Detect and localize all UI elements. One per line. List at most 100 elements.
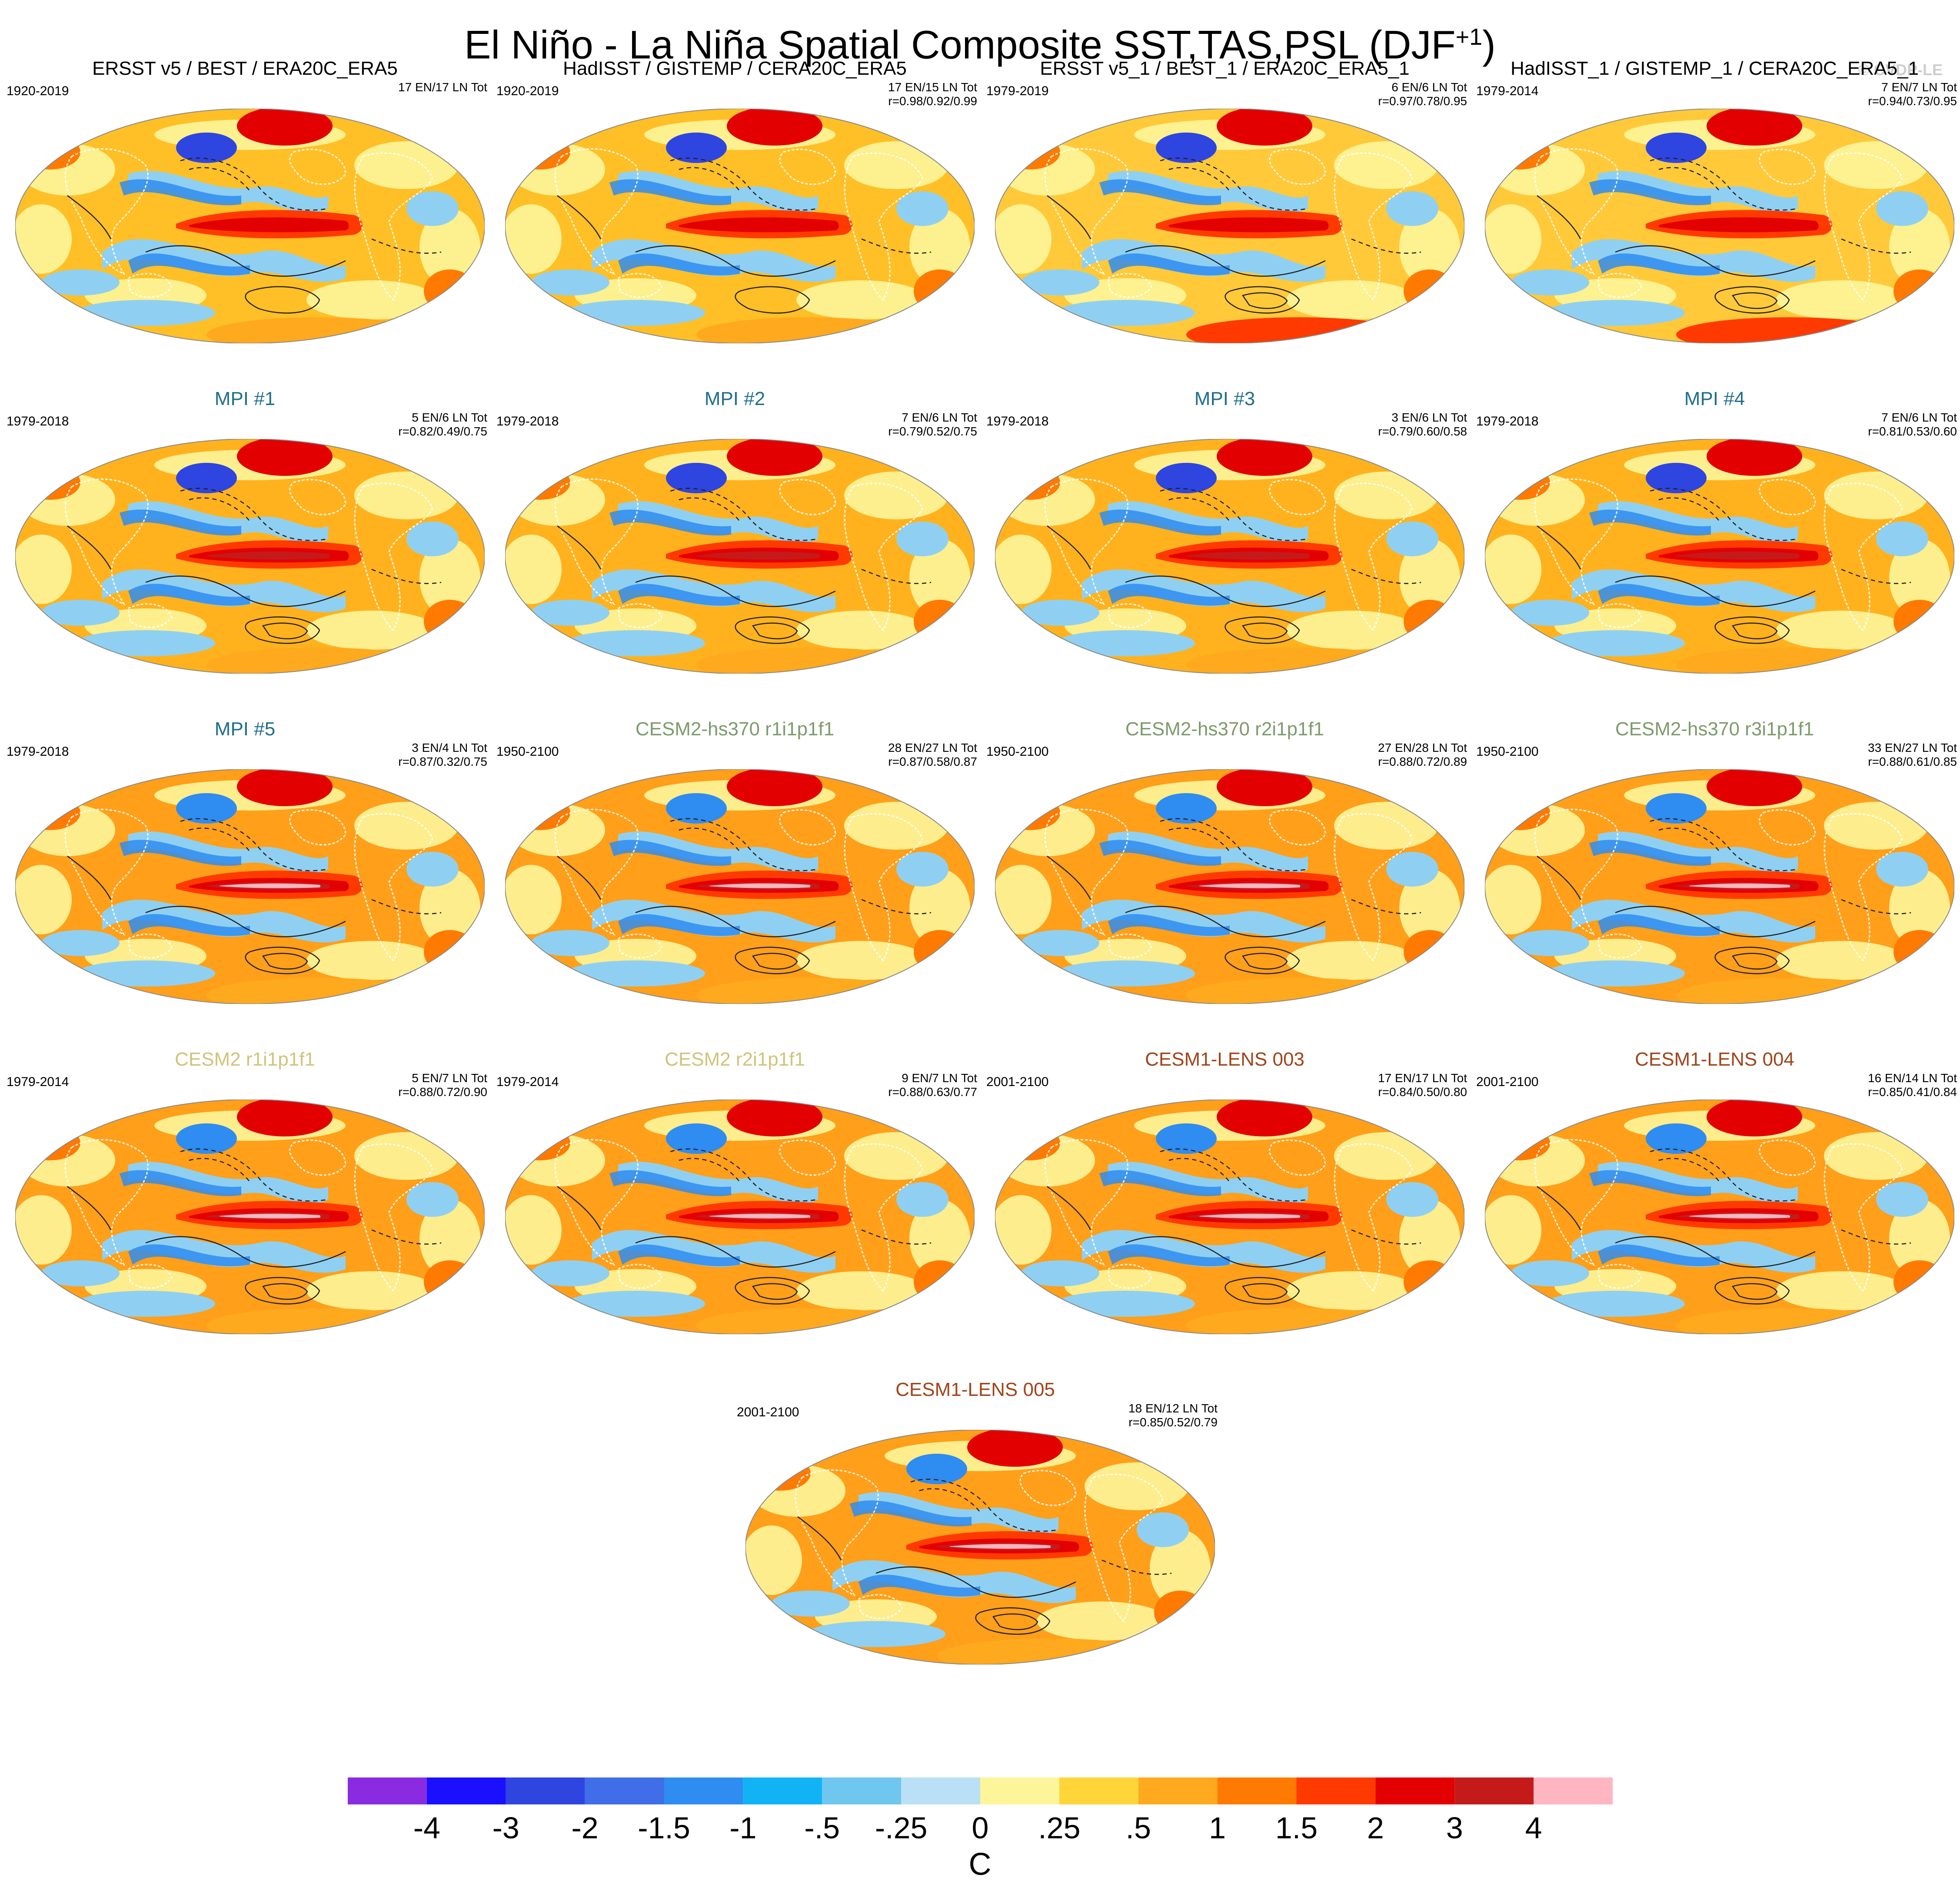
pattern-correlation: r=0.98/0.92/0.99 xyxy=(888,94,977,108)
colorbar-tick-label: -2 xyxy=(572,1811,599,1845)
event-count: 16 EN/14 LN Tot xyxy=(1868,1071,1957,1085)
pattern-correlation: r=0.82/0.49/0.75 xyxy=(398,425,487,438)
colorbar-swatch xyxy=(901,1777,980,1804)
event-count: 17 EN/17 LN Tot xyxy=(398,80,487,94)
title-superscript: +1 xyxy=(1455,24,1483,50)
panel-period: 1920-2019 xyxy=(496,84,559,98)
panel-period: 1950-2100 xyxy=(496,744,559,759)
event-count: 18 EN/12 LN Tot xyxy=(1128,1402,1218,1415)
globe-map xyxy=(995,769,1464,1004)
panel-title: HadISST_1 / GISTEMP_1 / CERA20C_ERA5_1 xyxy=(1510,58,1919,79)
event-count: 3 EN/4 LN Tot xyxy=(412,741,487,754)
globe-map xyxy=(15,769,485,1004)
globe-map xyxy=(995,109,1464,343)
title-main: El Niño - La Niña Spatial Composite SST,… xyxy=(464,23,1456,67)
panel-period: 1920-2019 xyxy=(7,84,69,98)
colorbar-swatch xyxy=(1059,1777,1138,1804)
globe-map xyxy=(995,1100,1464,1334)
panel-stats: 7 EN/7 LN Tot r=0.94/0.73/0.95 xyxy=(1868,80,1957,108)
event-count: 7 EN/7 LN Tot xyxy=(1881,80,1957,94)
map-panel: ERSST v5_1 / BEST_1 / ERA20C_ERA5_1 1979-… xyxy=(980,56,1470,387)
panel-title: CESM2-hs370 r3i1p1f1 xyxy=(1615,718,1814,740)
map-panel: MPI #5 1979-2018 3 EN/4 LN Tot r=0.87/0.32/… xyxy=(0,717,490,1047)
map-panel: MPI #4 1979-2018 7 EN/6 LN Tot r=0.81/0.53/… xyxy=(1470,387,1960,717)
panel-period: 1979-2018 xyxy=(496,414,559,429)
pattern-correlation: r=0.85/0.41/0.84 xyxy=(1868,1085,1957,1099)
colorbar-tick-label: -1.5 xyxy=(638,1811,690,1845)
pattern-correlation: r=0.88/0.72/0.90 xyxy=(398,1085,487,1099)
panel-stats: 5 EN/6 LN Tot r=0.82/0.49/0.75 xyxy=(398,411,487,439)
event-count: 5 EN/7 LN Tot xyxy=(412,1071,487,1085)
panel-title: CESM2 r1i1p1f1 xyxy=(175,1049,315,1070)
title-close: ) xyxy=(1482,23,1496,67)
map-panel: CESM1-LENS 003 2001-2100 17 EN/17 LN Tot r=… xyxy=(980,1047,1470,1378)
event-count: 17 EN/15 LN Tot xyxy=(888,80,977,94)
event-count: 17 EN/17 LN Tot xyxy=(1378,1071,1467,1085)
panel-title: ERSST v5_1 / BEST_1 / ERA20C_ERA5_1 xyxy=(1040,58,1410,79)
map-panel: HadISST_1 / GISTEMP_1 / CERA20C_ERA5_1 19… xyxy=(1470,56,1960,387)
globe-map xyxy=(505,109,975,343)
pattern-correlation: r=0.88/0.63/0.77 xyxy=(888,1085,977,1099)
panel-period: 1979-2014 xyxy=(496,1075,559,1089)
page-title: El Niño - La Niña Spatial Composite SST,… xyxy=(0,13,1960,69)
panel-stats: 7 EN/6 LN Tot r=0.81/0.53/0.60 xyxy=(1868,411,1957,439)
colorbar-tick-label: -3 xyxy=(492,1811,519,1845)
event-count: 3 EN/6 LN Tot xyxy=(1391,411,1467,424)
event-count: 33 EN/27 LN Tot xyxy=(1868,741,1957,754)
colorbar-swatch xyxy=(1454,1777,1534,1804)
panel-stats: 18 EN/12 LN Tot r=0.85/0.52/0.79 xyxy=(1128,1402,1218,1429)
map-panel: CESM2-hs370 r2i1p1f1 1950-2100 27 EN/28 LN… xyxy=(980,717,1470,1047)
panel-title: ERSST v5 / BEST / ERA20C_ERA5 xyxy=(92,58,398,79)
panel-period: 1979-2018 xyxy=(7,744,69,759)
globe-map xyxy=(15,439,485,674)
globe-map xyxy=(1485,1100,1954,1334)
colorbar-swatch xyxy=(1375,1777,1455,1804)
globe-map xyxy=(745,1430,1215,1664)
pattern-correlation: r=0.88/0.72/0.89 xyxy=(1378,755,1467,768)
panel-period: 1979-2018 xyxy=(7,414,69,429)
panel-period: 1979-2018 xyxy=(986,414,1049,429)
colorbar-tick-label: 4 xyxy=(1525,1811,1542,1845)
panel-title: MPI #1 xyxy=(214,388,276,409)
map-panel: CESM2-hs370 r1i1p1f1 1950-2100 28 EN/27 LN… xyxy=(490,717,980,1047)
panel-title: MPI #2 xyxy=(704,388,765,409)
panel-period: 1979-2014 xyxy=(1476,84,1539,98)
colorbar-tick-label: 1.5 xyxy=(1275,1811,1318,1845)
colorbar-swatch xyxy=(822,1777,902,1804)
map-panel: MPI #2 1979-2018 7 EN/6 LN Tot r=0.79/0.52/… xyxy=(490,387,980,717)
globe-map xyxy=(505,769,975,1004)
globe-map xyxy=(1485,109,1954,343)
map-panel: CESM2 r1i1p1f1 1979-2014 5 EN/7 LN Tot r=0.… xyxy=(0,1047,490,1378)
panel-stats: 5 EN/7 LN Tot r=0.88/0.72/0.90 xyxy=(398,1071,487,1099)
colorbar-swatch xyxy=(1296,1777,1376,1804)
panel-period: 1950-2100 xyxy=(986,744,1049,759)
pattern-correlation: r=0.94/0.73/0.95 xyxy=(1868,94,1957,108)
colorbar-tick-label: 0 xyxy=(972,1811,989,1845)
colorbar-swatch xyxy=(585,1777,664,1804)
map-panel: MPI #1 1979-2018 5 EN/6 LN Tot r=0.82/0.49/… xyxy=(0,387,490,717)
event-count: 27 EN/28 LN Tot xyxy=(1378,741,1467,754)
pattern-correlation: r=0.87/0.58/0.87 xyxy=(888,755,977,768)
panel-title: CESM1-LENS 004 xyxy=(1635,1049,1794,1070)
panel-period: 2001-2100 xyxy=(986,1075,1049,1089)
panel-period: 2001-2100 xyxy=(737,1405,799,1419)
event-count: 9 EN/7 LN Tot xyxy=(902,1071,977,1085)
event-count: 28 EN/27 LN Tot xyxy=(888,741,977,754)
panel-title: MPI #4 xyxy=(1684,388,1745,409)
pattern-correlation: r=0.87/0.32/0.75 xyxy=(398,755,487,768)
panel-period: 1979-2018 xyxy=(1476,414,1539,429)
colorbar-tick-label: -.5 xyxy=(804,1811,840,1845)
pattern-correlation: r=0.88/0.61/0.85 xyxy=(1868,755,1957,768)
panel-period: 1950-2100 xyxy=(1476,744,1539,759)
event-count: 7 EN/6 LN Tot xyxy=(902,411,977,424)
panel-title: CESM2-hs370 r1i1p1f1 xyxy=(635,718,835,740)
colorbar-tick-label: .5 xyxy=(1126,1811,1151,1845)
panel-title: MPI #3 xyxy=(1194,388,1255,409)
event-count: 5 EN/6 LN Tot xyxy=(412,411,487,424)
panel-stats: 6 EN/6 LN Tot r=0.97/0.78/0.95 xyxy=(1378,80,1467,108)
globe-map xyxy=(505,439,975,674)
map-panel: ERSST v5 / BEST / ERA20C_ERA5 1920-2019 17… xyxy=(0,56,490,387)
colorbar-tick-label: -4 xyxy=(413,1811,440,1845)
event-count: 7 EN/6 LN Tot xyxy=(1881,411,1957,424)
panel-stats: 33 EN/27 LN Tot r=0.88/0.61/0.85 xyxy=(1868,741,1957,769)
